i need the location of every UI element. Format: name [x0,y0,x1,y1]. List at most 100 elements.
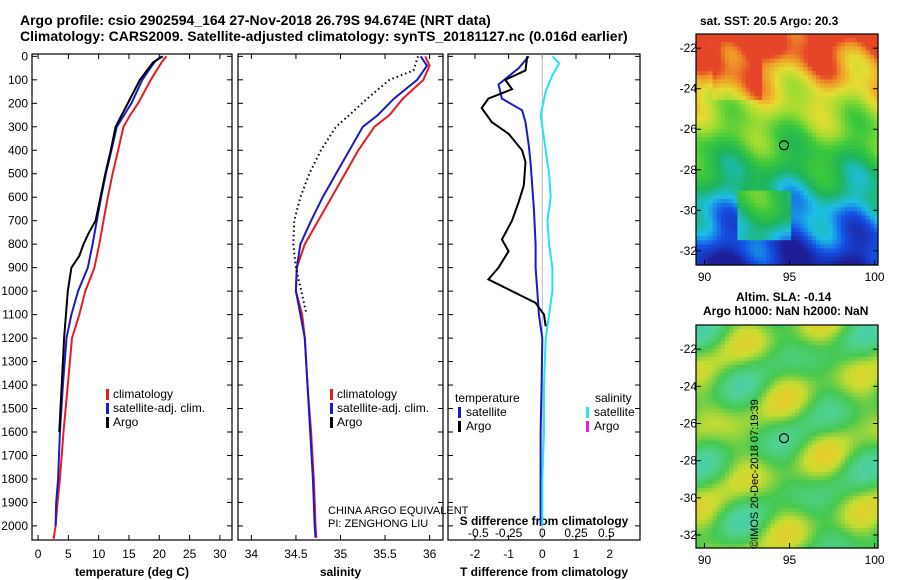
map-cell [758,186,763,192]
map-cell [708,256,714,262]
map-cell [787,207,792,212]
map-cell [820,336,825,342]
map-cell [853,344,858,350]
map-cell [753,50,759,56]
map-cell [737,137,743,142]
map-cell [840,404,846,410]
map-cell [824,396,829,402]
map-cell [749,448,755,454]
map-cell [716,476,722,481]
plot-title-line1: Argo profile: csio 2902594_164 27-Nov-20… [20,12,491,28]
map-cell [807,203,813,208]
map-cell [741,492,747,497]
map-cell [811,424,817,430]
map-cell [803,50,809,56]
map-cell [828,388,834,394]
map-cell [741,141,747,146]
map-cell [853,149,858,155]
map-cell [758,504,763,509]
map-cell [820,460,825,465]
map-cell [824,161,829,167]
map-cell [762,174,767,179]
map-cell [737,396,743,402]
map-cell [745,124,751,130]
map-cell [828,484,834,489]
map-cell [720,232,726,237]
map-cell [799,236,805,241]
map-cell [737,244,743,250]
map-cell [865,240,871,245]
map-cell [778,194,784,200]
map-cell [873,240,879,245]
map-cell [741,190,747,196]
map-cell [745,325,751,330]
map-cell [861,360,867,366]
map-cell [869,128,875,134]
map-cell [787,178,792,184]
map-cell [824,464,829,469]
map-cell [861,496,867,501]
map-cell [774,186,780,192]
map-cell [857,428,863,434]
map-cell [741,384,747,390]
map-cell [820,50,825,56]
map-cell [807,412,813,418]
map-cell [791,368,796,374]
map-cell [869,416,875,422]
map-cell [716,448,722,454]
map-cell [774,356,780,362]
map-cell [704,38,710,43]
map-cell [774,104,780,109]
map-cell [844,392,850,398]
map-cell [724,244,730,250]
map-cell [766,153,772,159]
map-cell [869,71,875,76]
map-cell [857,376,863,382]
map-cell [733,120,738,126]
map-cell [811,484,817,489]
map-cell [820,252,825,258]
map-cell [696,432,701,438]
map-cell [733,528,738,533]
map-cell [778,223,784,229]
map-cell [861,170,867,175]
map-cell [712,512,718,517]
map-cell [774,236,780,241]
map-cell [828,128,834,134]
map-cell [770,116,776,122]
map-cell [853,428,858,434]
map-cell [844,145,850,151]
map-cell [832,207,838,212]
map-cell [712,360,718,366]
map-cell [815,199,821,204]
map-cell [832,190,838,196]
map-cell [824,500,829,505]
map-cell [762,232,767,237]
map-cell [844,340,850,346]
map-cell [720,124,726,130]
map-cell [716,352,722,358]
map-cell [836,516,842,521]
map-cell [828,71,834,76]
map-cell [766,440,772,446]
map-cell [749,488,755,493]
map-cell [774,452,780,458]
map-cell [770,360,776,366]
map-cell [753,75,759,80]
map-cell [861,424,867,430]
map-cell [861,75,867,80]
map-cell [815,452,821,458]
map-cell [770,356,776,362]
map-cell [704,444,710,450]
map-cell [700,428,705,434]
map-cell [811,186,817,192]
map-cell [815,388,821,394]
map-cell [791,112,796,118]
map-lat-label: -24 [680,82,698,96]
map-cell [787,244,792,250]
map-cell [762,116,767,122]
map-cell [787,34,792,39]
map-cell [758,384,763,390]
map-cell [753,332,759,338]
map-cell [716,500,722,505]
